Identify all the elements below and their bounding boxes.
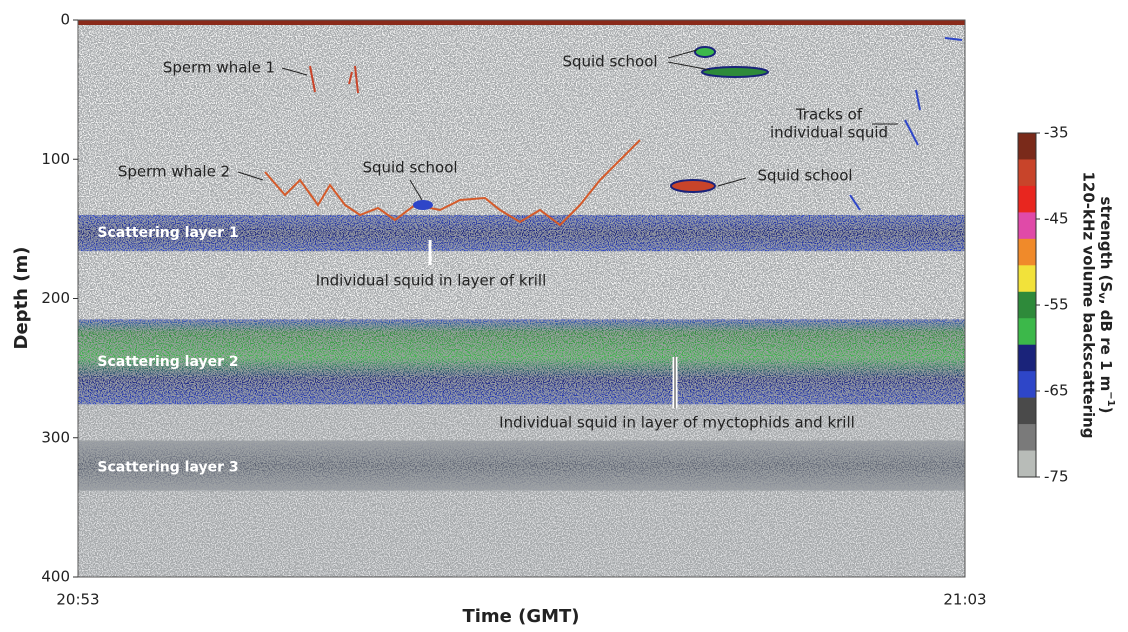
y-tick-label: 0 [60, 11, 70, 29]
targets [264, 37, 963, 227]
sperm-whale-1-track [309, 65, 359, 94]
colorbar-swatch [1018, 424, 1036, 452]
annotation: individual squid [770, 124, 888, 142]
colorbar-tick-label: -75 [1044, 468, 1069, 486]
x-axis-title: Time (GMT) [462, 606, 579, 627]
x-tick-label: 21:03 [943, 591, 986, 609]
colorbar-swatch [1018, 371, 1036, 399]
speckle [78, 20, 965, 577]
leader-lines [237, 49, 898, 201]
colorbar-swatch [1018, 397, 1036, 425]
colorbar-swatch [1018, 291, 1036, 319]
y-tick-label: 300 [41, 428, 70, 446]
layer-label: Scattering layer 1 [97, 225, 238, 241]
colorbar-swatch [1018, 238, 1036, 266]
colorbar-swatch [1018, 450, 1036, 478]
label-part: v [1096, 292, 1107, 299]
annotation: Individual squid in layer of myctophids … [499, 414, 855, 432]
colorbar-swatch [1018, 265, 1036, 293]
colorbar-swatch [1018, 344, 1036, 372]
annotation: Tracks of [795, 106, 863, 124]
y-tick-label: 200 [41, 289, 70, 307]
colorbar-tick-label: -65 [1044, 382, 1069, 400]
x-tick-label: 20:53 [56, 591, 99, 609]
y-axis-title: Depth (m) [11, 247, 32, 350]
y-tick-label: 400 [41, 568, 70, 586]
annotation: Squid school [757, 167, 852, 185]
colorbar-tick-label: -55 [1044, 296, 1069, 314]
annotation: Sperm whale 1 [163, 59, 275, 77]
label-part: , dB re 1 m [1098, 299, 1116, 391]
label-part: ) [1098, 407, 1116, 414]
colorbar-swatch [1018, 185, 1036, 213]
annotation: Squid school [362, 159, 457, 177]
squid-school [701, 66, 769, 78]
squid-school [694, 46, 716, 58]
layer-label: Scattering layer 3 [97, 460, 238, 476]
sperm-whale-2-track [264, 139, 641, 227]
y-tick-label: 100 [41, 150, 70, 168]
colorbar-label: strength (Sv, dB re 1 m−1) [1096, 197, 1116, 414]
colorbar-swatch [1018, 212, 1036, 240]
squid-tracks [849, 37, 963, 211]
annotation: Squid school [562, 53, 657, 71]
annotation: Sperm whale 2 [118, 163, 230, 181]
label-part: strength (S [1098, 197, 1116, 293]
colorbar-label: 120-kHz volume backscattering [1080, 171, 1098, 438]
squid-school [413, 200, 433, 210]
layer-label: Scattering layer 2 [97, 354, 238, 370]
colorbar-swatch [1018, 133, 1036, 160]
colorbar-swatch [1018, 159, 1036, 187]
surface-line [78, 20, 965, 25]
squid-school [670, 179, 716, 193]
colorbar-tick-label: -45 [1044, 210, 1069, 228]
label-part: −1 [1105, 391, 1116, 406]
colorbar-swatch [1018, 318, 1036, 346]
annotation: Individual squid in layer of krill [316, 272, 547, 290]
colorbar-tick-label: -35 [1044, 124, 1069, 142]
